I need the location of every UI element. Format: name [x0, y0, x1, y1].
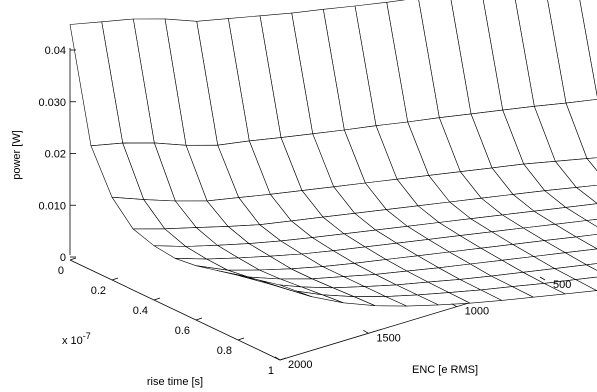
x-tick-label: 0.2	[91, 285, 106, 297]
y-tick-mark	[451, 303, 457, 308]
x-axis-label: rise time [s]	[147, 376, 203, 388]
z-tick-label: 0.04	[45, 45, 66, 57]
y-tick-mark	[539, 276, 546, 281]
x-tick-mark	[69, 257, 77, 261]
surface-mesh	[69, 0, 597, 307]
axis-labels: power [W] rise time [s] ENC [e RMS] x 10…	[11, 45, 571, 388]
x-axis-line	[69, 259, 281, 361]
z-tick-label: 0.030	[38, 97, 66, 109]
z-tick-label: 0	[60, 252, 66, 264]
y-tick-mark	[274, 356, 281, 361]
z-axis-label: power [W]	[11, 130, 23, 180]
y-tick-label: 500	[553, 279, 571, 291]
x-tick-mark	[153, 297, 161, 301]
x-tick-mark	[111, 277, 119, 281]
y-tick-mark	[363, 329, 369, 334]
x-tick-mark	[279, 357, 287, 361]
x-tick-label: 0	[58, 265, 64, 277]
z-tick-label: 0.02	[45, 149, 66, 161]
y-tick-label: 1500	[376, 332, 400, 344]
x-multiplier-label: x 10-7	[62, 331, 91, 347]
x-tick-mark	[195, 317, 203, 321]
y-tick-label: 2000	[288, 359, 312, 371]
surface-cell	[575, 184, 597, 204]
y-axis-label: ENC [e RMS]	[412, 364, 478, 376]
x-tick-label: 0.4	[133, 305, 148, 317]
x-tick-label: 1	[268, 365, 274, 377]
x-multiplier-base: x 10	[62, 335, 83, 347]
tick-marks	[69, 49, 546, 361]
surface-cell	[579, 0, 597, 98]
z-tick-label: 0.010	[38, 200, 66, 212]
y-tick-label: 1000	[465, 306, 489, 318]
x-tick-label: 0.6	[175, 325, 190, 337]
surface-cell	[575, 234, 597, 250]
x-tick-label: 0.8	[217, 345, 232, 357]
x-tick-mark	[237, 337, 245, 341]
x-multiplier-exponent: -7	[83, 331, 91, 341]
surface-cell	[258, 279, 313, 298]
